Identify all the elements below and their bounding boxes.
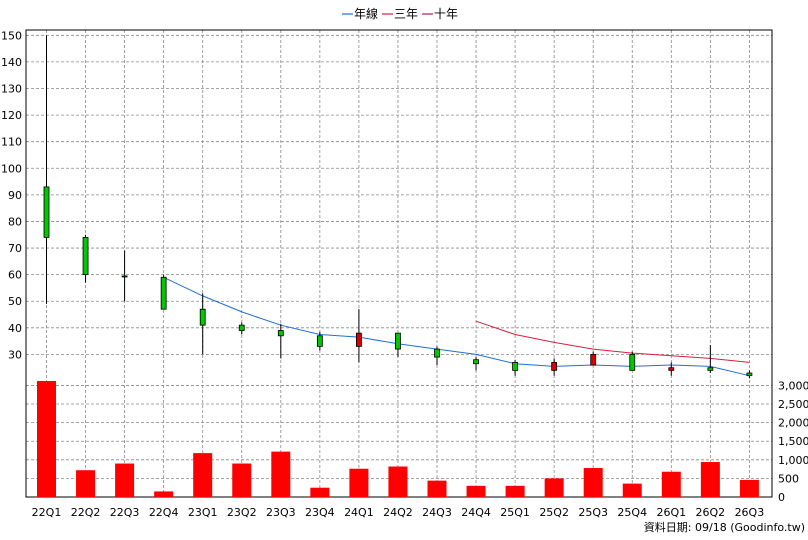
x-tick-label: 23Q3 bbox=[266, 506, 296, 519]
price-tick-label: 150 bbox=[1, 29, 22, 42]
volume-tick-label: 2,500 bbox=[778, 398, 808, 411]
price-tick-label: 30 bbox=[8, 348, 22, 361]
x-tick-label: 24Q4 bbox=[461, 506, 491, 519]
data-source-footer: 資料日期: 09/18 (Goodinfo.tw) bbox=[644, 520, 805, 534]
candle-body bbox=[668, 367, 675, 371]
volume-bar bbox=[193, 453, 213, 497]
volume-bars bbox=[37, 380, 759, 497]
volume-axis: 0 500 1,000 1,500 2,000 2,500 3,000 bbox=[778, 379, 808, 504]
price-tick-label: 50 bbox=[8, 295, 22, 308]
candle-body bbox=[512, 361, 518, 371]
price-tick-label: 80 bbox=[8, 215, 22, 228]
volume-bar bbox=[310, 487, 330, 497]
price-tick-label: 110 bbox=[1, 136, 22, 149]
volume-bar bbox=[115, 463, 135, 497]
x-tick-label: 25Q4 bbox=[617, 506, 647, 519]
candle-body bbox=[434, 348, 440, 358]
price-tick-label: 120 bbox=[1, 109, 22, 122]
volume-bar bbox=[544, 478, 564, 497]
x-tick-label: 24Q3 bbox=[422, 506, 452, 519]
candle-body bbox=[590, 354, 597, 366]
x-tick-label: 22Q2 bbox=[71, 506, 101, 519]
volume-bar bbox=[466, 485, 486, 497]
volume-tick-label: 3,000 bbox=[778, 379, 808, 392]
price-tick-label: 100 bbox=[1, 162, 22, 175]
candle-body bbox=[355, 332, 362, 347]
candle-body bbox=[746, 372, 753, 377]
x-tick-label: 24Q1 bbox=[344, 506, 374, 519]
volume-bar bbox=[700, 462, 720, 497]
price-tick-label: 70 bbox=[8, 242, 22, 255]
x-tick-label: 25Q1 bbox=[500, 506, 530, 519]
volume-bar bbox=[154, 491, 174, 497]
x-tick-label: 23Q1 bbox=[188, 506, 218, 519]
candle-body bbox=[707, 367, 714, 371]
price-axis: 30 40 50 60 70 80 90 100 110 120 130 140 150 bbox=[1, 29, 22, 361]
volume-bar bbox=[76, 470, 96, 497]
candle-body bbox=[82, 237, 89, 276]
candle-body bbox=[160, 276, 167, 310]
candle-body bbox=[551, 361, 558, 371]
volume-bar bbox=[622, 483, 642, 497]
legend-label: 十年 bbox=[434, 7, 458, 21]
volume-bar bbox=[388, 466, 408, 497]
x-tick-label: 23Q4 bbox=[305, 506, 335, 519]
x-tick-label: 26Q3 bbox=[735, 506, 765, 519]
price-tick-label: 40 bbox=[8, 322, 22, 335]
legend-label: 年線 bbox=[354, 6, 378, 21]
volume-bar bbox=[271, 451, 291, 497]
volume-tick-label: 500 bbox=[778, 472, 799, 485]
volume-tick-label: 1,500 bbox=[778, 435, 808, 448]
legend: 年線 三年 十年 bbox=[342, 6, 458, 21]
x-tick-label: 22Q1 bbox=[32, 506, 62, 519]
volume-tick-label: 0 bbox=[778, 491, 785, 504]
legend-label: 三年 bbox=[394, 7, 418, 21]
price-tick-label: 130 bbox=[1, 83, 22, 96]
volume-bar bbox=[505, 485, 525, 497]
candle-body bbox=[121, 275, 128, 278]
candle-body bbox=[316, 335, 323, 347]
volume-bar bbox=[427, 480, 447, 497]
volume-bar bbox=[232, 463, 252, 497]
x-tick-label: 25Q2 bbox=[539, 506, 569, 519]
volume-tick-label: 2,000 bbox=[778, 417, 808, 430]
x-tick-label: 22Q4 bbox=[149, 506, 179, 519]
x-tick-label: 23Q2 bbox=[227, 506, 257, 519]
series-line bbox=[475, 320, 750, 363]
x-tick-label: 25Q3 bbox=[578, 506, 608, 519]
price-tick-label: 90 bbox=[8, 189, 22, 202]
price-tick-label: 140 bbox=[1, 56, 22, 69]
moving-average-lines bbox=[163, 276, 750, 377]
x-tick-label: 26Q2 bbox=[696, 506, 726, 519]
volume-bar bbox=[349, 468, 369, 497]
candle-body bbox=[238, 324, 245, 331]
candle-body bbox=[277, 330, 284, 337]
candle-body bbox=[629, 354, 636, 371]
grid bbox=[26, 30, 772, 497]
volume-tick-label: 1,000 bbox=[778, 454, 808, 467]
x-axis: 22Q1 22Q2 22Q3 22Q4 23Q1 23Q2 23Q3 23Q4 24Q1 24Q2… bbox=[32, 506, 765, 519]
candles bbox=[43, 35, 753, 379]
volume-bar bbox=[739, 479, 759, 497]
volume-bar bbox=[583, 467, 603, 497]
candle-body bbox=[395, 332, 401, 350]
volume-bar bbox=[37, 380, 56, 497]
x-tick-label: 26Q1 bbox=[656, 506, 686, 519]
candle-body bbox=[473, 359, 479, 365]
price-tick-label: 60 bbox=[8, 269, 22, 282]
series-line bbox=[163, 276, 750, 377]
candle-body bbox=[43, 186, 50, 238]
candle-body bbox=[199, 308, 206, 326]
x-tick-label: 22Q3 bbox=[110, 506, 140, 519]
volume-bar bbox=[661, 471, 681, 497]
x-tick-label: 24Q2 bbox=[383, 506, 413, 519]
